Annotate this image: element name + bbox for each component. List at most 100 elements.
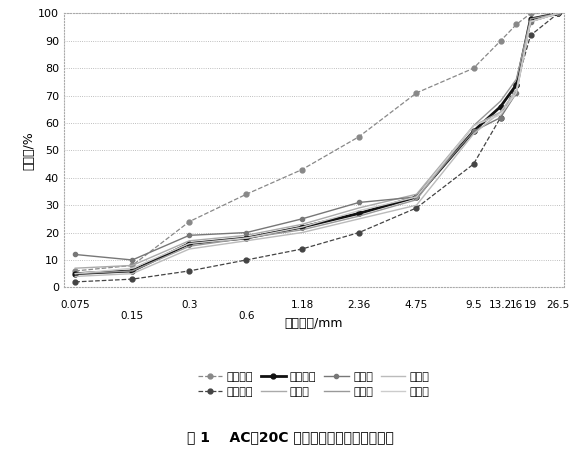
级配二 xyxy=(413,194,420,200)
级配上限 xyxy=(413,90,420,96)
Line: 级配四: 级配四 xyxy=(76,13,558,277)
级配上限 xyxy=(497,38,504,44)
级配三 xyxy=(413,197,420,202)
级配五 xyxy=(243,235,250,241)
合成级配 xyxy=(497,104,504,109)
Line: 合成级配: 合成级配 xyxy=(73,11,560,276)
Line: 级配下限: 级配下限 xyxy=(73,11,560,284)
级配二 xyxy=(470,128,477,134)
级配三 xyxy=(186,243,193,249)
Y-axis label: 通过率/%: 通过率/% xyxy=(22,131,35,170)
级配下限 xyxy=(527,33,534,38)
级配二 xyxy=(356,200,363,205)
级配下限 xyxy=(356,230,363,235)
级配三 xyxy=(513,76,520,82)
级配一 xyxy=(299,222,306,227)
Line: 级配三: 级配三 xyxy=(76,13,558,274)
级配三 xyxy=(243,235,250,241)
Text: 0.075: 0.075 xyxy=(60,299,90,310)
级配一 xyxy=(497,110,504,115)
合成级配 xyxy=(186,241,193,246)
级配二 xyxy=(243,230,250,235)
级配一 xyxy=(554,11,561,16)
级配二 xyxy=(129,257,136,263)
合成级配 xyxy=(356,211,363,216)
级配一 xyxy=(513,88,520,93)
级配下限 xyxy=(554,11,561,16)
合成级配 xyxy=(527,16,534,22)
级配一 xyxy=(470,123,477,128)
级配二 xyxy=(299,216,306,222)
级配四 xyxy=(413,202,420,208)
级配四 xyxy=(299,230,306,235)
合成级配 xyxy=(129,268,136,273)
级配二 xyxy=(186,233,193,238)
Text: 2.36: 2.36 xyxy=(347,299,371,310)
级配下限 xyxy=(72,279,79,285)
级配五 xyxy=(513,90,520,96)
级配三 xyxy=(129,268,136,273)
Text: 13.2: 13.2 xyxy=(489,299,512,310)
Line: 级配二: 级配二 xyxy=(73,11,560,262)
Text: 4.75: 4.75 xyxy=(405,299,428,310)
Text: 1.18: 1.18 xyxy=(290,299,314,310)
Text: 19: 19 xyxy=(524,299,537,310)
级配上限 xyxy=(527,11,534,16)
X-axis label: 筛孔尺寸/mm: 筛孔尺寸/mm xyxy=(285,317,343,330)
级配四 xyxy=(186,247,193,252)
级配三 xyxy=(356,213,363,219)
级配四 xyxy=(243,238,250,243)
级配上限 xyxy=(186,219,193,224)
Text: 0.6: 0.6 xyxy=(238,311,254,321)
合成级配 xyxy=(554,11,561,16)
合成级配 xyxy=(243,235,250,241)
级配一 xyxy=(72,265,79,271)
Text: 0.3: 0.3 xyxy=(181,299,198,310)
级配上限 xyxy=(513,22,520,27)
级配三 xyxy=(527,16,534,22)
Text: 16: 16 xyxy=(510,299,523,310)
级配下限 xyxy=(243,257,250,263)
级配五 xyxy=(470,123,477,128)
合成级配 xyxy=(299,224,306,230)
Line: 级配一: 级配一 xyxy=(76,13,558,268)
级配下限 xyxy=(299,247,306,252)
级配五 xyxy=(186,241,193,246)
级配下限 xyxy=(513,82,520,88)
级配上限 xyxy=(356,134,363,140)
级配三 xyxy=(497,98,504,104)
级配五 xyxy=(554,11,561,16)
级配四 xyxy=(72,274,79,279)
级配一 xyxy=(413,192,420,197)
级配三 xyxy=(470,123,477,128)
级配五 xyxy=(299,224,306,230)
Text: 0.15: 0.15 xyxy=(121,311,144,321)
级配五 xyxy=(413,194,420,200)
级配上限 xyxy=(129,263,136,268)
合成级配 xyxy=(470,128,477,134)
级配下限 xyxy=(129,277,136,282)
级配五 xyxy=(527,19,534,24)
合成级配 xyxy=(413,194,420,200)
级配二 xyxy=(513,90,520,96)
级配二 xyxy=(527,19,534,24)
级配一 xyxy=(356,205,363,211)
Line: 级配上限: 级配上限 xyxy=(73,11,560,273)
级配五 xyxy=(497,112,504,118)
合成级配 xyxy=(72,271,79,277)
级配五 xyxy=(356,208,363,213)
级配五 xyxy=(72,271,79,277)
级配四 xyxy=(470,131,477,136)
级配上限 xyxy=(72,268,79,273)
Text: 26.5: 26.5 xyxy=(546,299,569,310)
级配二 xyxy=(554,11,561,16)
级配四 xyxy=(129,271,136,277)
级配四 xyxy=(497,110,504,115)
级配五 xyxy=(129,265,136,271)
级配三 xyxy=(554,11,561,16)
级配三 xyxy=(299,227,306,233)
Text: 9.5: 9.5 xyxy=(465,299,482,310)
级配一 xyxy=(243,233,250,238)
级配二 xyxy=(72,252,79,257)
级配下限 xyxy=(186,268,193,273)
